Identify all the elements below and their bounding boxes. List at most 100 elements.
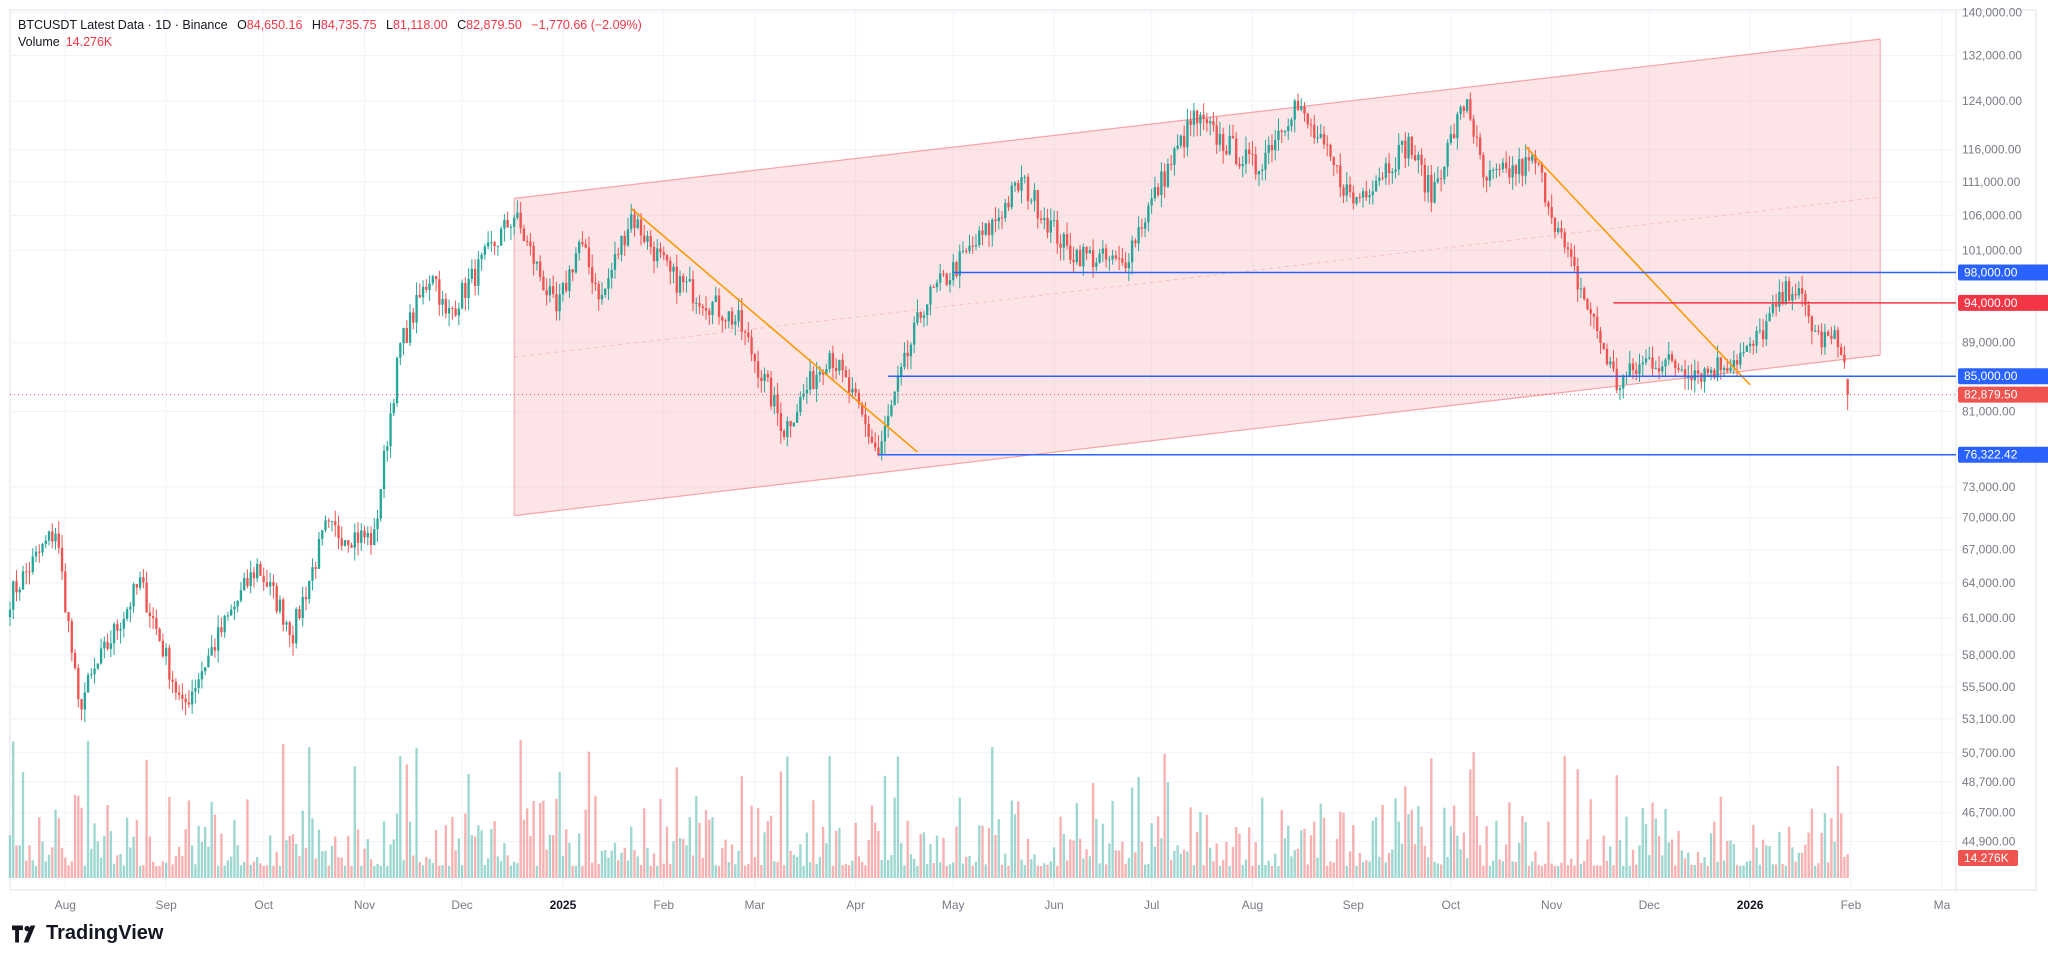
candle-body xyxy=(51,531,54,542)
volume-bar xyxy=(1179,853,1183,878)
candle-body xyxy=(558,294,561,312)
candle-body xyxy=(1117,258,1121,260)
candle-body xyxy=(1407,136,1410,159)
candle-body xyxy=(1622,376,1625,389)
volume-bar xyxy=(1166,782,1170,878)
candle-body xyxy=(122,618,126,629)
candle-body xyxy=(639,219,643,236)
volume-bars xyxy=(8,740,1849,878)
volume-bar xyxy=(1602,835,1605,878)
volume-bar xyxy=(1687,852,1690,878)
volume-bar xyxy=(80,807,83,878)
volume-bar xyxy=(867,839,870,878)
volume-bar xyxy=(1443,807,1446,878)
candle-body xyxy=(568,269,571,291)
y-tick-label: 44,900.00 xyxy=(1962,834,2016,848)
volume-bar xyxy=(395,813,399,878)
volume-bar xyxy=(610,850,613,878)
candle-body xyxy=(31,556,34,572)
volume-bar xyxy=(1300,830,1303,878)
candle-body xyxy=(226,615,230,617)
candle-body xyxy=(1335,165,1339,167)
candle-body xyxy=(83,692,86,710)
candle-body xyxy=(109,643,112,649)
volume-bar xyxy=(678,838,682,878)
candle-body xyxy=(913,322,916,345)
candle-body xyxy=(721,316,724,321)
volume-bar xyxy=(1215,843,1218,878)
volume-bar xyxy=(1813,865,1817,878)
volume-bar xyxy=(197,825,200,878)
candle-body xyxy=(968,245,971,252)
candle-body xyxy=(272,582,275,587)
volume-bar xyxy=(288,835,291,878)
volume-bar xyxy=(545,849,548,878)
volume-bar xyxy=(1085,849,1088,878)
candle-body xyxy=(669,260,672,272)
volume-bar xyxy=(15,845,18,878)
y-tick-label: 55,500.00 xyxy=(1962,680,2016,694)
candle-body xyxy=(1235,138,1238,165)
volume-bar xyxy=(1836,766,1840,878)
candle-body xyxy=(1443,166,1446,180)
symbol-title[interactable]: BTCUSDT Latest Data · 1D · Binance xyxy=(18,18,228,32)
candle-body xyxy=(1101,248,1105,254)
volume-bar xyxy=(1540,865,1544,878)
candle-body xyxy=(1833,330,1836,339)
volume-bar xyxy=(360,865,363,878)
volume-bar xyxy=(1748,860,1752,878)
candle-body xyxy=(421,286,425,298)
volume-bar xyxy=(1319,803,1322,878)
candle-body xyxy=(1755,330,1758,346)
high-value: 84,735.75 xyxy=(320,18,377,32)
candle-body xyxy=(1319,134,1322,138)
volume-bar xyxy=(207,846,210,878)
volume-bar xyxy=(955,826,958,878)
candle-body xyxy=(278,599,282,612)
candle-body xyxy=(1358,197,1361,199)
level-price-label: 76,322.42 xyxy=(1964,448,2018,462)
volume-label[interactable]: Volume xyxy=(18,35,60,49)
candle-body xyxy=(1088,250,1092,254)
volume-bar xyxy=(434,829,438,878)
candle-body xyxy=(18,589,21,593)
volume-bar xyxy=(538,802,542,878)
volume-bar xyxy=(34,865,38,878)
candle-body xyxy=(1420,154,1423,165)
candle-body xyxy=(1104,248,1108,260)
volume-bar xyxy=(41,841,44,878)
volume-bar xyxy=(994,834,997,878)
candle-body xyxy=(779,413,783,432)
volume-bar xyxy=(366,839,369,878)
tradingview-brand[interactable]: TradingView xyxy=(12,922,163,945)
y-tick-label: 53,100.00 xyxy=(1962,712,2016,726)
candle-body xyxy=(542,276,545,291)
volume-bar xyxy=(467,773,470,878)
candle-body xyxy=(1345,184,1348,196)
volume-bar xyxy=(978,825,981,878)
candle-body xyxy=(1182,135,1186,148)
volume-bar xyxy=(968,855,971,878)
volume-bar xyxy=(1739,865,1742,878)
volume-bar xyxy=(438,865,441,878)
volume-bar xyxy=(1212,861,1215,878)
candle-body xyxy=(1124,262,1127,269)
volume-bar xyxy=(675,767,678,878)
volume-bar xyxy=(70,861,73,878)
volume-bar xyxy=(656,865,659,878)
candle-body xyxy=(773,394,776,407)
candle-body xyxy=(1127,262,1131,269)
volume-bar xyxy=(1462,832,1466,878)
volume-bar xyxy=(226,860,230,878)
candle-body xyxy=(792,422,796,427)
candle-body xyxy=(1254,154,1257,175)
volume-bar xyxy=(584,809,587,878)
candle-body xyxy=(578,241,581,254)
candle-body xyxy=(1163,171,1166,187)
candle-body xyxy=(522,228,526,241)
volume-bar xyxy=(1583,861,1586,878)
candle-body xyxy=(96,663,99,669)
volume-bar xyxy=(86,740,90,878)
volume-bar xyxy=(1648,855,1651,878)
